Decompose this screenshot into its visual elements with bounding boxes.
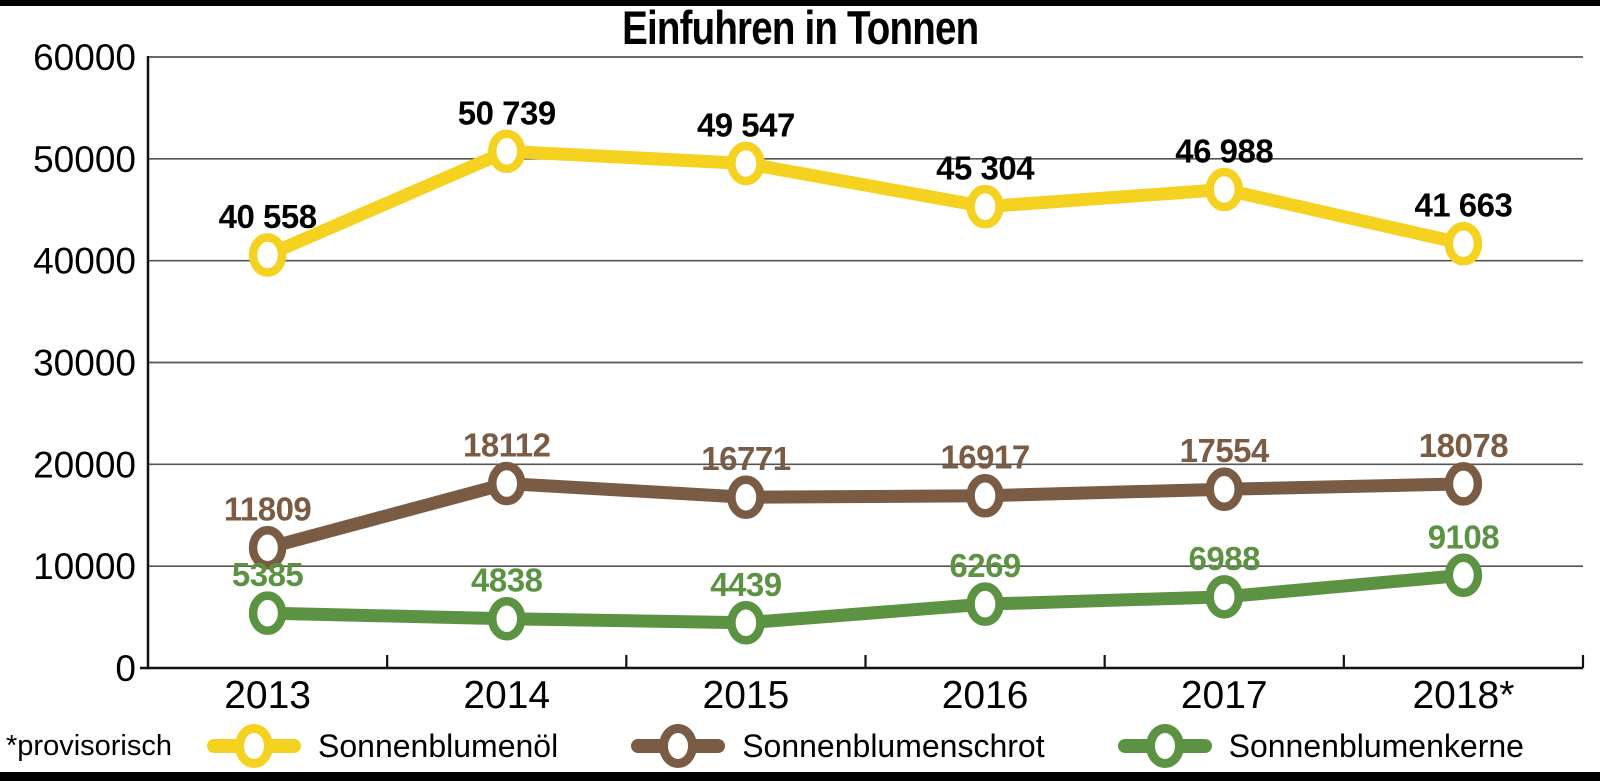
data-point-marker: [966, 473, 1004, 518]
data-point-label: 9108: [1428, 518, 1500, 555]
data-point-label: 16771: [701, 440, 790, 477]
data-point-label: 41 663: [1414, 187, 1512, 224]
bottom-border-bar: [0, 772, 1600, 781]
x-axis-tick-label: 2016: [942, 674, 1029, 717]
series-line-0: [264, 144, 1465, 261]
legend-marker-line-icon: [207, 724, 301, 768]
data-point-label: 40 558: [219, 198, 317, 235]
legend: *provisorisch Sonnenblumenöl Sonnenblume…: [6, 723, 1566, 769]
data-point-label: 6988: [1189, 540, 1261, 577]
data-point-marker: [1444, 462, 1483, 506]
data-point-marker: [1205, 575, 1243, 619]
data-point-marker: [1444, 553, 1483, 598]
legend-item-sonnenblumenoel: Sonnenblumenöl: [206, 723, 558, 769]
legend-item-sonnenblumenschrot: Sonnenblumenschrot: [630, 723, 1045, 769]
y-axis-tick-label: 40000: [33, 241, 136, 282]
data-point-marker: [727, 141, 765, 186]
data-point-marker: [966, 582, 1004, 626]
data-point-label: 46 988: [1175, 133, 1273, 170]
data-point-marker: [488, 596, 526, 641]
data-point-label: 11809: [224, 491, 312, 528]
data-point-label: 17554: [1180, 432, 1270, 469]
data-point-label: 5385: [232, 556, 304, 593]
data-point-marker: [488, 129, 526, 174]
data-point-marker: [488, 461, 526, 506]
legend-label: Sonnenblumenschrot: [742, 727, 1045, 764]
data-point-label: 4838: [471, 562, 543, 599]
data-point-label: 49 547: [697, 106, 795, 143]
chart-title-text: Einfuhren in Tonnen: [621, 1, 979, 54]
y-axis-tick-label: 0: [115, 648, 136, 689]
x-axis-tick-label: 2014: [463, 674, 550, 717]
data-point-marker: [966, 184, 1004, 229]
y-axis-tick-label: 10000: [33, 546, 136, 587]
chart-title: Einfuhren in Tonnen: [0, 3, 1600, 53]
y-axis-tick-label: 50000: [33, 139, 136, 180]
top-border-bar: [0, 0, 1600, 6]
data-point-marker: [1205, 167, 1243, 212]
data-point-marker: [248, 525, 287, 570]
x-axis-tick-label: 2015: [703, 674, 790, 717]
y-axis-tick-label: 20000: [33, 444, 136, 485]
data-point-label: 4439: [710, 566, 782, 603]
data-point-marker: [1444, 221, 1483, 266]
x-axis-tick-label: 2018*: [1412, 674, 1514, 717]
y-axis-tick-label: 30000: [33, 343, 136, 384]
x-axis-tick-label: 2013: [224, 674, 311, 717]
data-point-marker: [1205, 467, 1243, 511]
data-point-label: 50 739: [458, 94, 556, 131]
data-point-marker: [248, 233, 287, 277]
y-axis-tick-label: 60000: [33, 37, 136, 78]
legend-item-sonnenblumenkerne: Sonnenblumenkerne: [1117, 723, 1524, 769]
footnote: *provisorisch: [6, 729, 172, 762]
legend-marker-line-icon: [1117, 724, 1212, 768]
series-line-1: [265, 477, 1464, 555]
data-point-marker: [727, 601, 765, 645]
x-axis-tick-label: 2017: [1181, 674, 1268, 717]
legend-marker-line-icon: [631, 724, 726, 768]
data-point-label: 6269: [949, 547, 1021, 584]
data-point-label: 16917: [940, 439, 1029, 476]
legend-label: Sonnenblumenkerne: [1228, 727, 1524, 764]
data-point-marker: [248, 591, 287, 635]
data-point-label: 18112: [463, 427, 551, 464]
legend-label: Sonnenblumenöl: [318, 727, 559, 764]
series-line-2: [267, 568, 1465, 630]
data-point-marker: [727, 475, 765, 519]
data-point-label: 45 304: [936, 150, 1035, 187]
data-point-label: 18078: [1419, 427, 1508, 464]
